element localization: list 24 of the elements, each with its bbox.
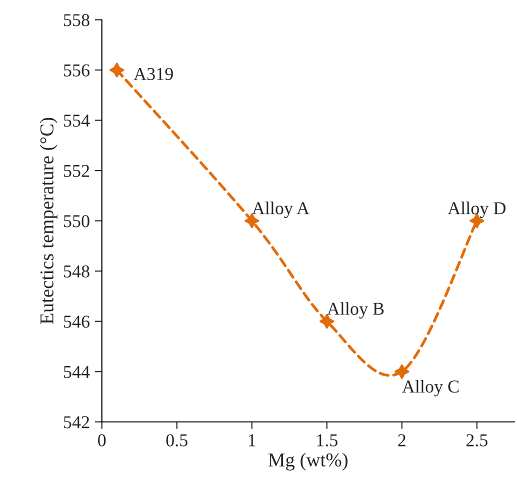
y-tick-label: 558 xyxy=(64,14,90,26)
x-tick-label: 0 xyxy=(98,434,106,446)
point xyxy=(109,62,124,78)
y-tick-label: 550 xyxy=(64,215,90,228)
y-tick-label: 548 xyxy=(64,265,90,278)
x-tick-label: 2.5 xyxy=(466,434,488,446)
y-tick-label: 554 xyxy=(64,114,90,127)
x-tick-label: 1 xyxy=(248,434,256,446)
x-tick-label: 2 xyxy=(398,434,406,446)
annotation: A319 xyxy=(134,68,173,80)
x-tick-label: 0.5 xyxy=(166,434,188,446)
y-tick-label: 546 xyxy=(64,316,90,328)
y-tick-label: 542 xyxy=(64,416,90,428)
x-tick-label: 1.5 xyxy=(317,434,338,446)
y-axis-title: Eutectics temperature (°C) xyxy=(40,118,58,324)
annotation: Alloy D xyxy=(448,202,506,218)
y-tick-label: 544 xyxy=(64,366,90,378)
point xyxy=(394,364,410,380)
y-tick-label: 556 xyxy=(64,64,90,76)
x-axis-title: Mg (wt%) xyxy=(268,452,348,471)
y-tick-label: 552 xyxy=(64,164,90,177)
annotation: Alloy B xyxy=(327,302,384,319)
annotation: Alloy A xyxy=(252,202,310,218)
annotation: Alloy C xyxy=(402,380,459,396)
